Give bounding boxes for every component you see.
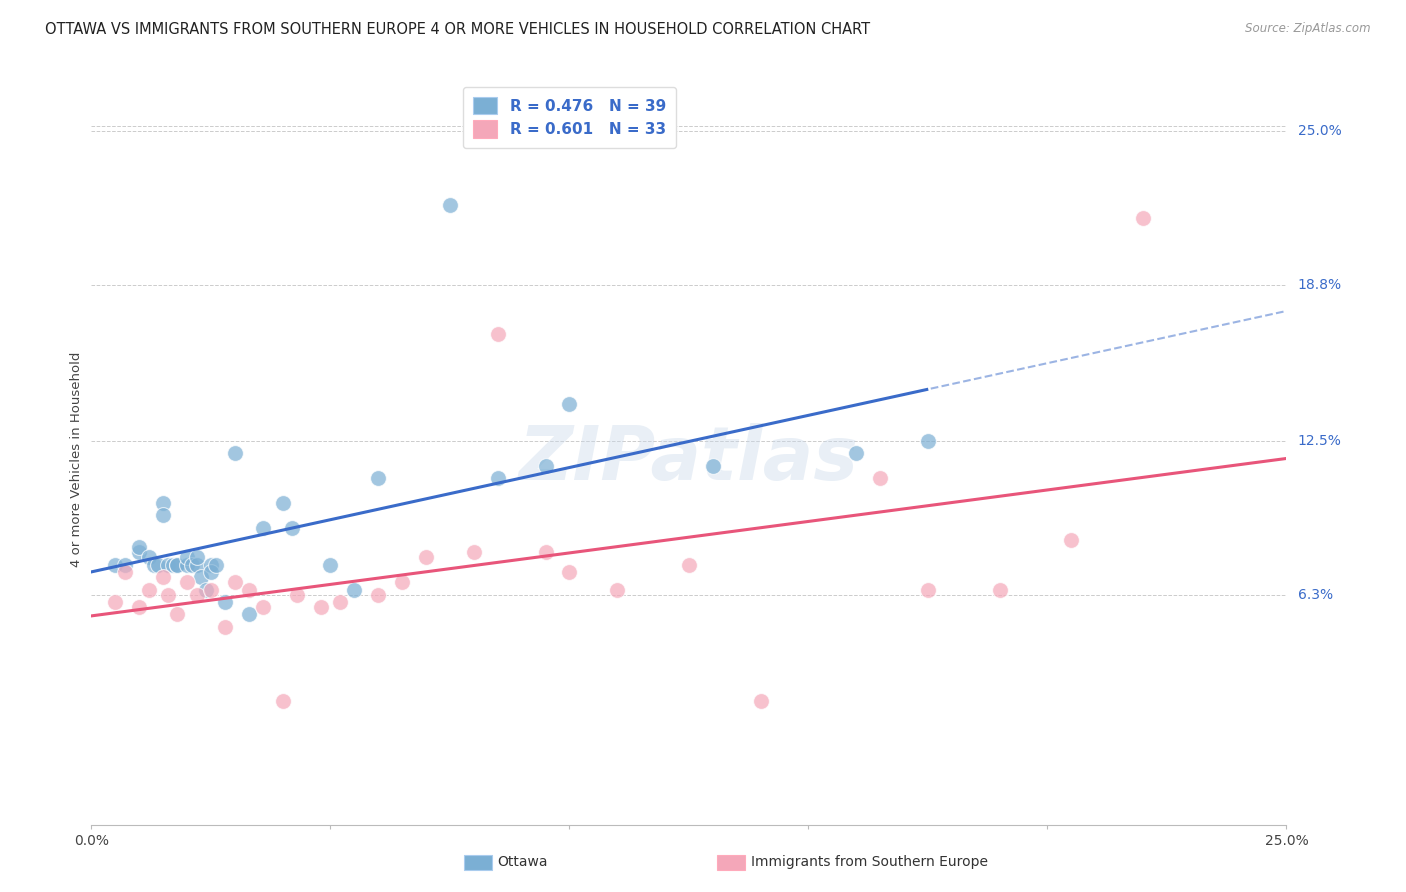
Text: 12.5%: 12.5% (1298, 434, 1341, 448)
Text: OTTAWA VS IMMIGRANTS FROM SOUTHERN EUROPE 4 OR MORE VEHICLES IN HOUSEHOLD CORREL: OTTAWA VS IMMIGRANTS FROM SOUTHERN EUROP… (45, 22, 870, 37)
Point (152, 508, 174, 523)
Point (156, 587, 179, 601)
Point (128, 599, 150, 614)
Point (162, 558, 184, 572)
Point (486, 327, 509, 342)
Point (180, 558, 202, 572)
Point (749, 694, 772, 708)
Text: 18.8%: 18.8% (1298, 277, 1341, 292)
Point (285, 587, 308, 601)
Point (367, 587, 389, 601)
Point (152, 496, 174, 510)
Point (281, 520, 304, 534)
Point (166, 558, 188, 572)
Point (166, 558, 188, 572)
Point (186, 550, 208, 565)
Point (186, 587, 208, 601)
Text: 6.3%: 6.3% (1298, 588, 1333, 601)
Point (214, 595, 236, 609)
Legend: R = 0.476   N = 39, R = 0.601   N = 33: R = 0.476 N = 39, R = 0.601 N = 33 (463, 87, 676, 148)
Point (606, 582, 628, 597)
Point (200, 582, 222, 597)
Point (128, 545, 150, 559)
Point (678, 558, 700, 572)
Point (702, 458, 724, 473)
Text: Source: ZipAtlas.com: Source: ZipAtlas.com (1246, 22, 1371, 36)
Point (486, 471, 509, 485)
Point (271, 694, 294, 708)
Point (367, 471, 389, 485)
Point (214, 620, 236, 634)
Point (271, 496, 294, 510)
Point (138, 550, 160, 565)
Point (152, 570, 174, 584)
Point (391, 575, 413, 590)
Text: 25.0%: 25.0% (1298, 124, 1341, 138)
Point (343, 582, 366, 597)
Point (142, 558, 165, 572)
Point (463, 545, 485, 559)
Point (534, 545, 557, 559)
Point (176, 575, 198, 590)
Point (114, 558, 136, 572)
Point (534, 458, 557, 473)
Point (988, 582, 1011, 597)
Point (415, 550, 437, 565)
Y-axis label: 4 or more Vehicles in Household: 4 or more Vehicles in Household (70, 351, 83, 567)
Point (166, 607, 188, 622)
Point (439, 198, 461, 212)
Point (238, 582, 260, 597)
Point (558, 396, 581, 410)
Point (114, 565, 136, 579)
Point (200, 565, 222, 579)
Point (329, 595, 352, 609)
Point (1132, 211, 1154, 225)
Point (104, 595, 127, 609)
Point (845, 446, 868, 460)
Point (238, 607, 260, 622)
Point (156, 558, 179, 572)
Point (195, 582, 218, 597)
Point (309, 599, 332, 614)
Point (190, 570, 212, 584)
Point (176, 558, 198, 572)
Point (148, 558, 170, 572)
Point (128, 541, 150, 555)
Point (176, 550, 198, 565)
Point (204, 558, 226, 572)
Text: ZIPatlas: ZIPatlas (519, 423, 859, 496)
Point (104, 558, 127, 572)
Point (558, 565, 581, 579)
Point (200, 558, 222, 572)
Point (917, 434, 939, 448)
Point (1060, 533, 1083, 547)
Point (224, 575, 246, 590)
Point (917, 582, 939, 597)
Text: Ottawa: Ottawa (498, 855, 548, 869)
Point (869, 471, 891, 485)
Point (252, 520, 274, 534)
Text: Immigrants from Southern Europe: Immigrants from Southern Europe (751, 855, 988, 869)
Point (319, 558, 342, 572)
Point (138, 582, 160, 597)
Point (252, 599, 274, 614)
Point (224, 446, 246, 460)
Point (186, 558, 208, 572)
